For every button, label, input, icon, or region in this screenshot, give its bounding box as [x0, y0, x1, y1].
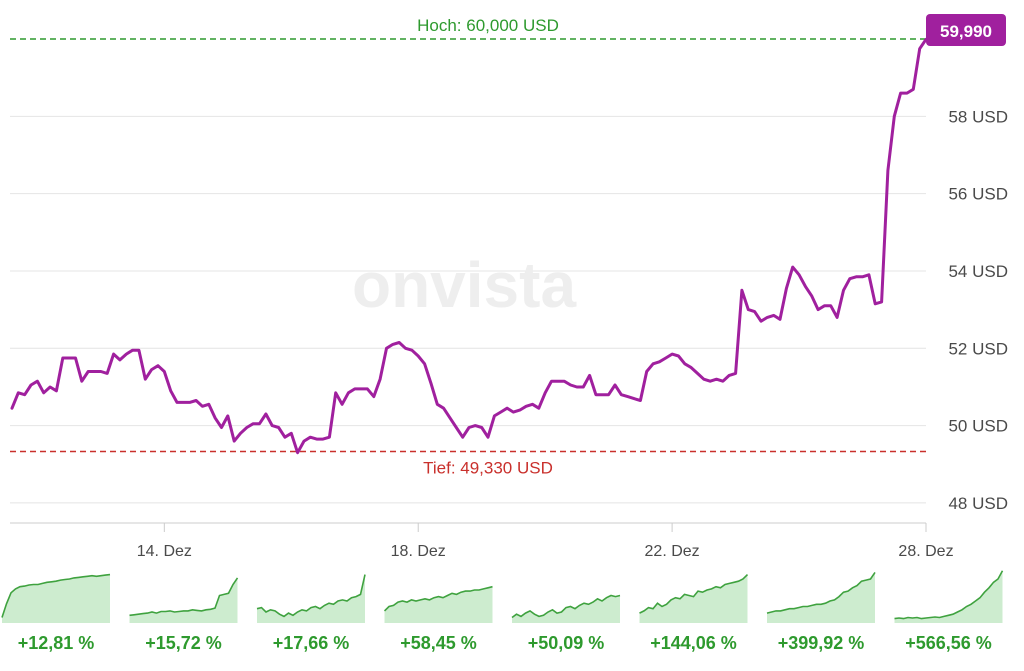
sparkline-area [257, 574, 365, 623]
performance-sparklines: +12,81 % +15,72 % +17,66 % +58,45 % +50,09 %… [1, 570, 1004, 654]
sparkline-card[interactable]: +12,81 % [1, 573, 111, 653]
sparkline-change-label: +12,81 % [18, 633, 95, 653]
y-tick-label: 50 USD [948, 417, 1008, 436]
sparkline-card[interactable]: +144,06 % [639, 574, 749, 653]
onvista-watermark: onvista [352, 249, 576, 321]
sparkline-area [384, 586, 493, 623]
sparkline-card[interactable]: +50,09 % [511, 594, 621, 654]
sparkline-card[interactable]: +15,72 % [129, 577, 239, 653]
sparkline-change-label: +144,06 % [650, 633, 737, 653]
y-tick-label: 58 USD [948, 107, 1008, 126]
sparkline-line [894, 570, 1004, 620]
sparkline-area [2, 574, 110, 623]
y-tick-label: 52 USD [948, 339, 1008, 358]
y-axis-labels: 48 USD 50 USD 52 USD 54 USD 56 USD 58 USD [948, 107, 1008, 513]
sparkline-change-label: +15,72 % [145, 633, 222, 653]
current-price-badge-bg [926, 14, 1006, 46]
sparkline-area [767, 572, 875, 623]
y-tick-label: 54 USD [948, 262, 1008, 281]
x-axis [10, 522, 927, 532]
sparkline-card[interactable]: +566,56 % [894, 570, 1004, 653]
y-tick-label: 56 USD [948, 185, 1008, 204]
sparkline-change-label: +58,45 % [400, 633, 477, 653]
current-price-label: 59,990 [940, 22, 992, 41]
sparkline-change-label: +50,09 % [528, 633, 605, 653]
x-tick-label: 28. Dez [898, 543, 953, 560]
sparkline-line [511, 594, 621, 619]
sparkline-change-label: +17,66 % [273, 633, 350, 653]
grid-lines [10, 115, 926, 504]
x-tick-label: 22. Dez [645, 543, 700, 560]
y-tick-label: 48 USD [948, 494, 1008, 513]
sparkline-change-label: +566,56 % [905, 633, 992, 653]
sparkline-line [1, 573, 111, 618]
sparkline-line [383, 585, 493, 612]
sparkline-change-label: +399,92 % [778, 633, 865, 653]
price-series-line [10, 37, 928, 455]
high-label: Hoch: 60,000 USD [417, 16, 559, 35]
sparkline-line [766, 571, 876, 614]
sparkline-card[interactable]: +399,92 % [766, 571, 876, 653]
low-label: Tief: 49,330 USD [423, 459, 553, 478]
sparkline-area [894, 570, 1003, 623]
sparkline-line [129, 577, 239, 617]
sparkline-line [639, 574, 749, 614]
sparkline-area [129, 577, 238, 623]
sparkline-card[interactable]: +58,45 % [383, 585, 493, 653]
sparkline-card[interactable]: +17,66 % [256, 574, 366, 653]
x-tick-label: 18. Dez [391, 543, 446, 560]
sparkline-area [639, 574, 748, 623]
sparkline-line [256, 574, 366, 618]
x-tick-label: 14. Dez [137, 543, 192, 560]
current-price-badge: 59,990 [926, 14, 1006, 46]
